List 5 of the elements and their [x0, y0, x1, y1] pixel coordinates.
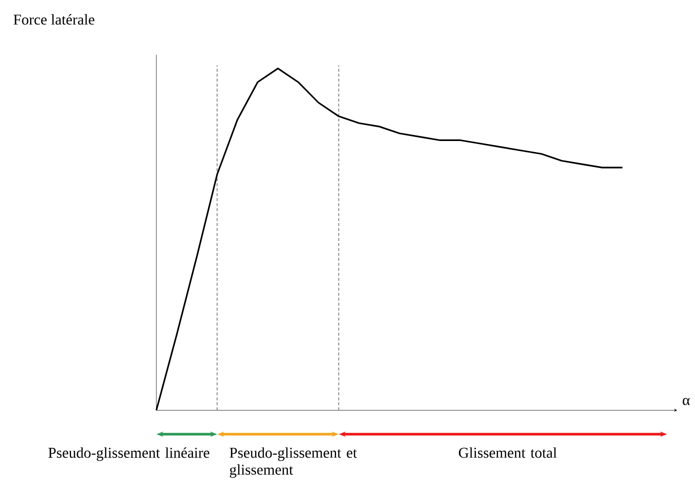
text: Pseudo-glissement linéaire: [48, 447, 210, 461]
y-axis-title: Force latérale: [14, 14, 94, 25]
x-axis-title: α: [682, 398, 690, 406]
text: Pseudo-glissement et glissement: [230, 447, 357, 478]
text: Glissement total: [458, 447, 557, 458]
